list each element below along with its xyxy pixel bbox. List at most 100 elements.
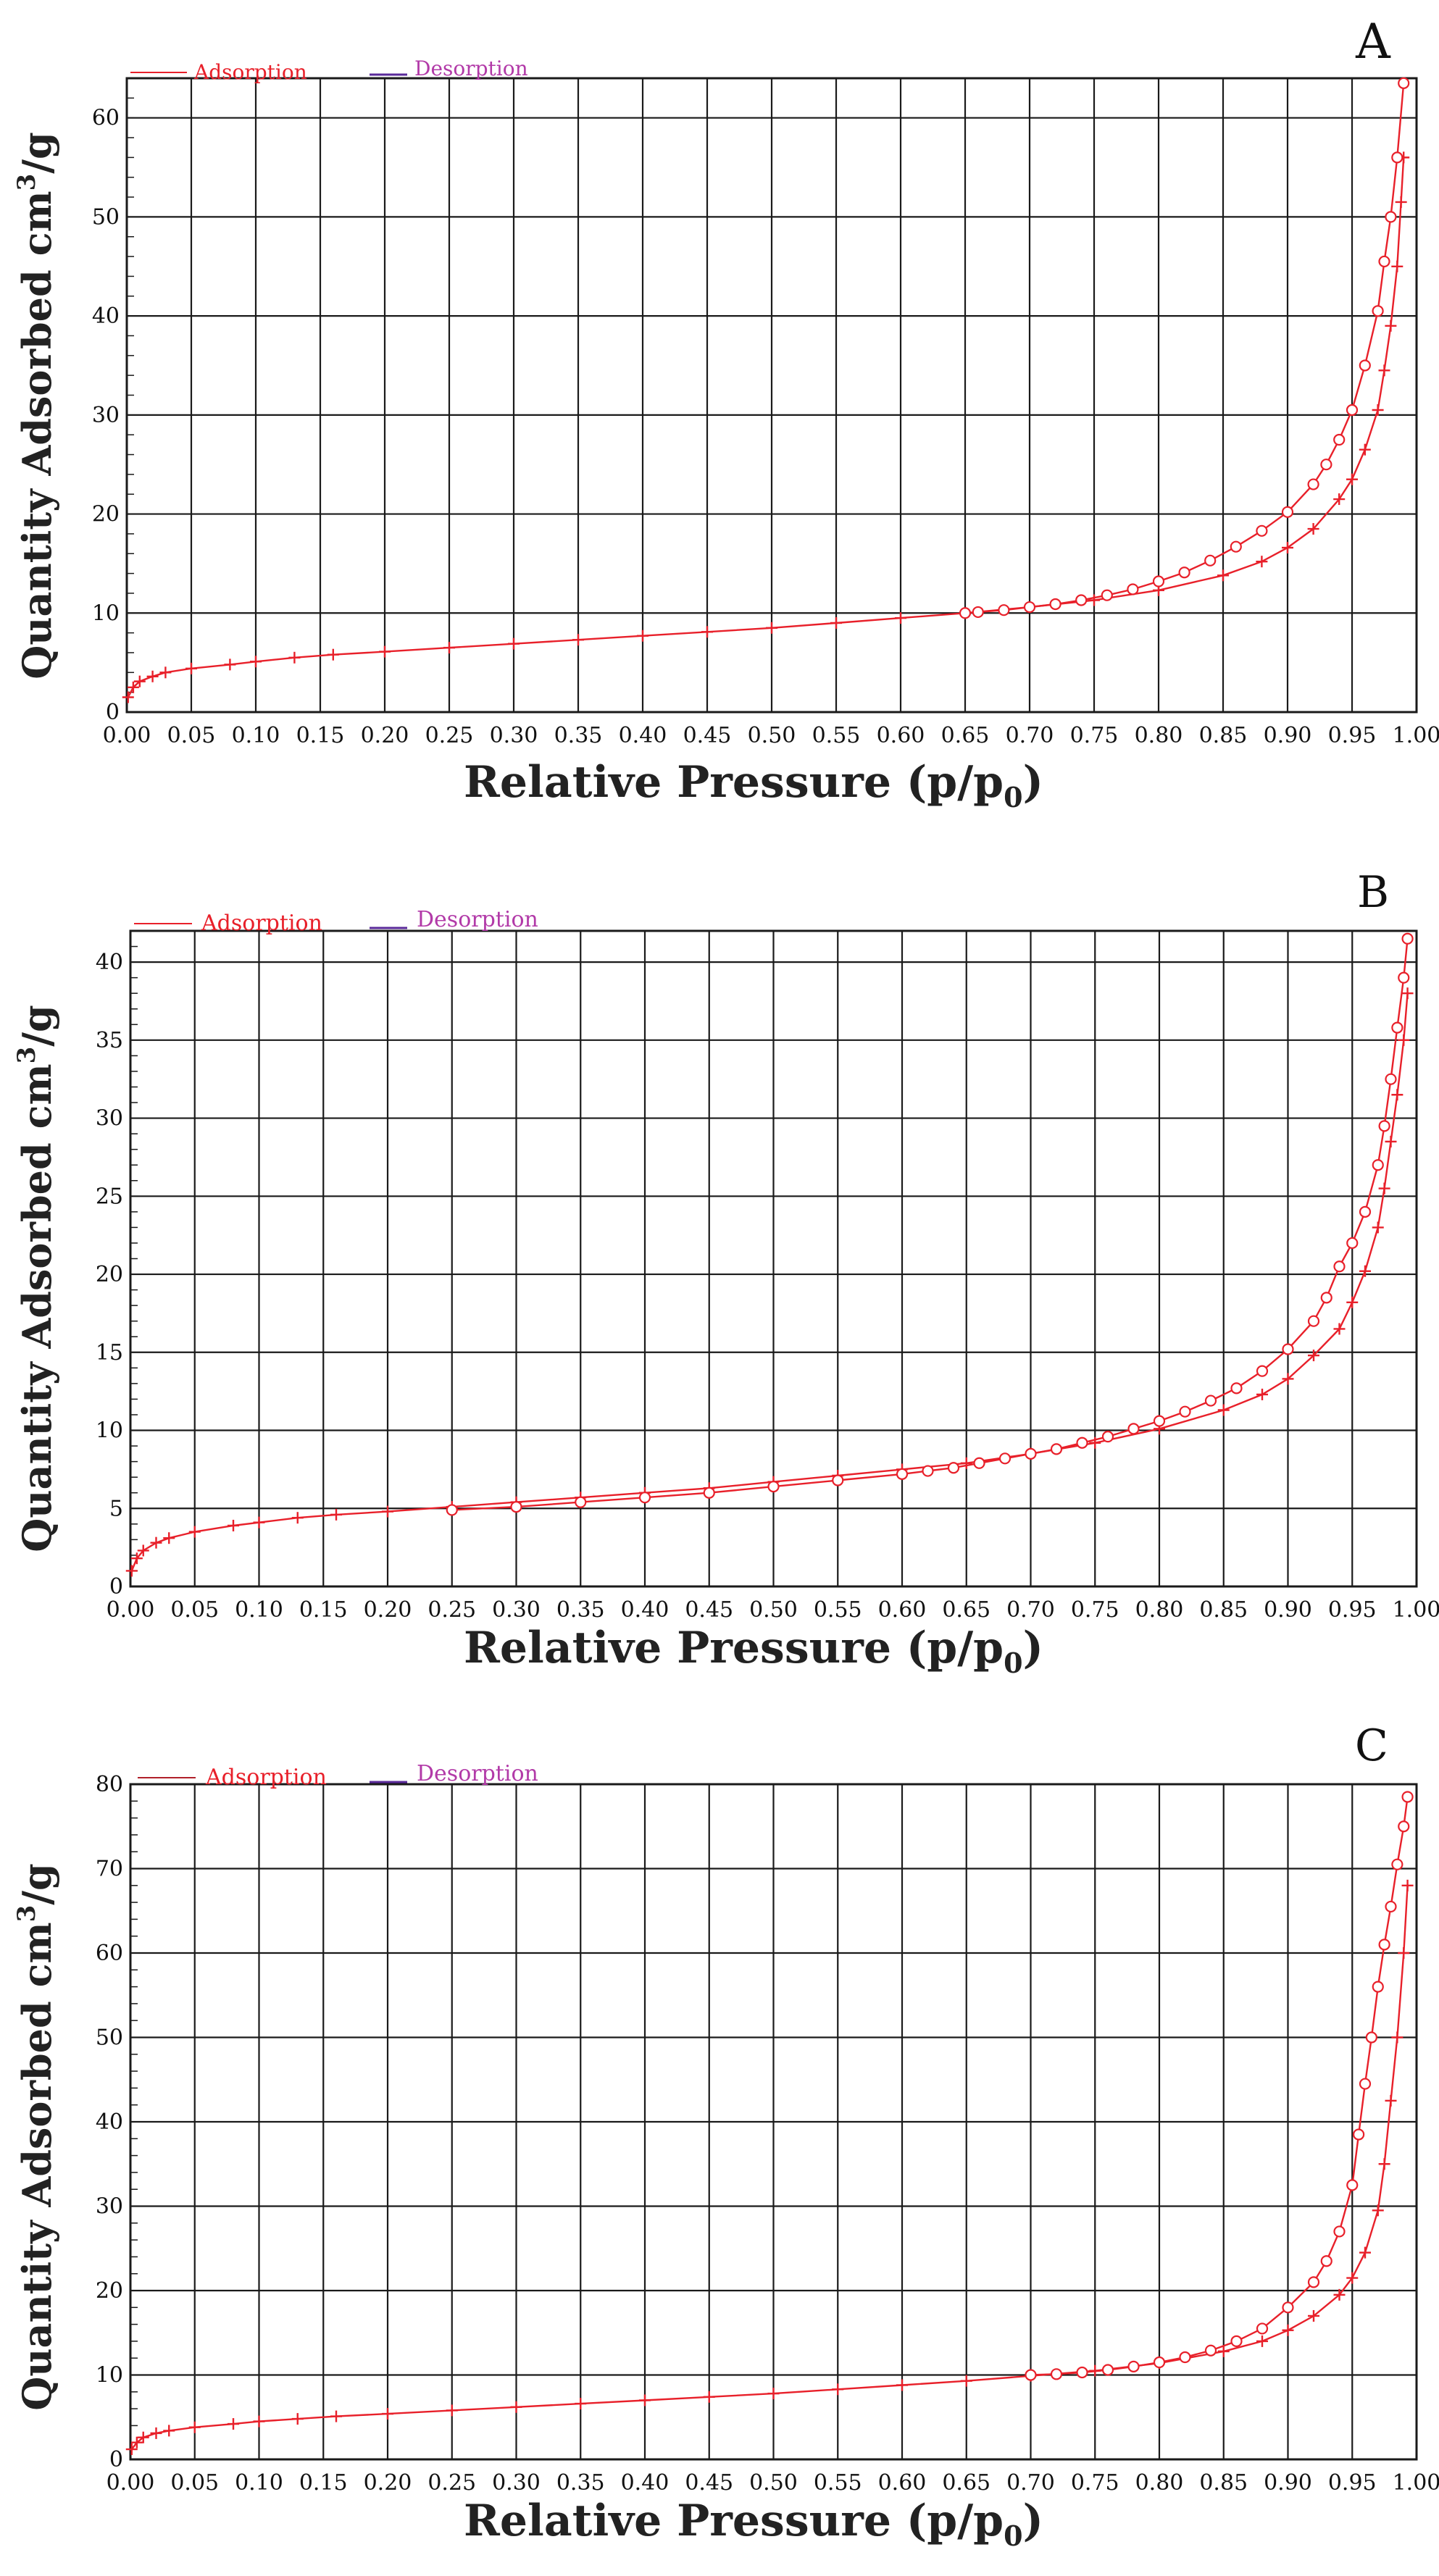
adsorption-point (1385, 1135, 1397, 1147)
desorption-point (1401, 1791, 1414, 1803)
adsorption-point (130, 1552, 143, 1565)
desorption-point (1179, 2351, 1191, 2364)
desorption-point (1365, 2031, 1377, 2044)
desorption-point (1359, 1205, 1372, 1218)
legend: Adsorption Desorption (130, 57, 528, 84)
x-tick-label: 0.95 (1328, 723, 1377, 748)
adsorption-point (1385, 2094, 1397, 2107)
x-tick-label: 0.05 (170, 1597, 219, 1623)
y-tick-label: 5 (109, 1496, 123, 1521)
x-tick-label: 1.00 (1393, 1597, 1439, 1623)
desorption-point (1101, 2364, 1114, 2376)
y-axis-title: Quantity Adsorbed cm3/g (12, 1005, 60, 1552)
x-tick-label: 0.30 (492, 2470, 541, 2496)
desorption-point (703, 1486, 715, 1499)
desorption-point (1050, 1443, 1063, 1455)
adsorption-point (291, 2413, 304, 2425)
y-tick-label: 40 (92, 304, 120, 329)
legend-adsorption-label: Adsorption (193, 60, 307, 84)
x-tick-label: 0.25 (427, 1597, 476, 1623)
x-tick-label: 0.90 (1264, 1597, 1312, 1623)
panel-label: C (1355, 1720, 1388, 1771)
adsorption-point (133, 675, 146, 687)
chart-panel-a: 0 10 20 30 40 50 60 0.00 0.05 0.10 0.15 0.20 0.25 0.… (0, 0, 1439, 858)
y-tick-label: 15 (96, 1340, 123, 1366)
x-tick-label: 0.00 (107, 2470, 155, 2496)
desorption-point (1178, 566, 1190, 579)
adsorption-point (330, 1508, 342, 1521)
desorption-point (1378, 1939, 1390, 1951)
x-tick-label: 0.35 (554, 723, 603, 748)
x-tick-label: 0.55 (814, 2470, 862, 2496)
chart-panel-c: 0 10 20 30 40 50 60 70 80 0.00 0.05 0.10 0.15 0.20 0.… (0, 1717, 1439, 2576)
x-tick-label: 0.70 (1006, 2470, 1055, 2496)
x-tick-label: 0.95 (1328, 2470, 1377, 2496)
desorption-point (973, 1457, 985, 1469)
desorption-point (1372, 305, 1384, 317)
y-tick-label: 60 (96, 1941, 123, 1966)
x-tick-label: 0.75 (1070, 723, 1119, 748)
adsorption-point (1346, 2272, 1359, 2284)
adsorption-point (832, 2383, 844, 2396)
desorption-point (1127, 1423, 1140, 1435)
y-tick-label: 35 (96, 1028, 123, 1053)
adsorption-point (228, 1519, 239, 1531)
x-tick-label: 0.50 (749, 1597, 798, 1623)
x-tick-label: 0.75 (1071, 2470, 1119, 2496)
desorption-point (1346, 403, 1359, 417)
x-axis-title: Relative Pressure (p/p0) (464, 757, 1043, 814)
desorption-point (1025, 2369, 1037, 2381)
desorption-point (1025, 1447, 1037, 1460)
adsorption-point (895, 612, 906, 624)
adsorption-point (163, 2425, 175, 2437)
desorption-point (1333, 2225, 1346, 2238)
x-tick-label: 0.95 (1328, 1597, 1377, 1623)
desorption-point (1398, 77, 1410, 89)
adsorption-point (224, 658, 236, 671)
desorption-point (922, 1465, 934, 1477)
adsorption-point (1333, 2288, 1346, 2301)
x-tick-label: 0.60 (878, 1597, 927, 1623)
adsorption-point (1395, 196, 1407, 208)
adsorption-point (1391, 2031, 1403, 2044)
x-tick-label: 0.00 (103, 723, 151, 748)
y-tick-label: 30 (96, 2194, 123, 2220)
adsorption-point (1282, 1373, 1294, 1385)
adsorption-point (1256, 556, 1268, 568)
x-axis-title: Relative Pressure (p/p0) (464, 2496, 1043, 2552)
adsorption-point (330, 2410, 342, 2422)
y-tick-label: 10 (96, 1418, 123, 1444)
adsorption-point (1346, 1296, 1359, 1308)
desorption-point (1372, 1159, 1384, 1171)
desorption-point (1153, 1415, 1166, 1427)
desorption-point (1320, 459, 1332, 471)
adsorption-point (253, 2415, 265, 2427)
adsorption-point (1372, 1221, 1384, 1234)
x-tick-label: 0.45 (685, 2470, 733, 2496)
legend-desorption-label: Desorption (414, 57, 528, 80)
desorption-point (1204, 554, 1217, 566)
desorption-point (1256, 1365, 1269, 1377)
x-tick-label: 1.00 (1393, 2470, 1439, 2496)
x-tick-label: 0.20 (364, 1597, 412, 1623)
x-tick-label: 0.90 (1264, 2470, 1312, 2496)
x-tick-label: 0.05 (167, 723, 216, 748)
adsorption-point (1308, 1350, 1319, 1362)
adsorption-point (1333, 493, 1346, 506)
adsorption-point (1217, 2345, 1230, 2357)
adsorption-point (228, 2418, 239, 2430)
y-tick-label: 0 (109, 2447, 123, 2472)
x-tick-label: 0.70 (1006, 1597, 1055, 1623)
legend-adsorption-label: Adsorption (205, 1765, 327, 1790)
desorption-point (1346, 2179, 1359, 2191)
desorption-point (1230, 2335, 1243, 2348)
desorption-point (1398, 971, 1410, 984)
adsorption-point (637, 630, 648, 642)
adsorption-point (1391, 1089, 1403, 1101)
adsorption-point (1372, 404, 1384, 417)
adsorption-point (1385, 319, 1397, 332)
desorption-point (1204, 1394, 1217, 1407)
desorption-point (1359, 2078, 1372, 2090)
y-tick-label: 10 (92, 601, 120, 626)
adsorption-point (703, 2391, 715, 2403)
